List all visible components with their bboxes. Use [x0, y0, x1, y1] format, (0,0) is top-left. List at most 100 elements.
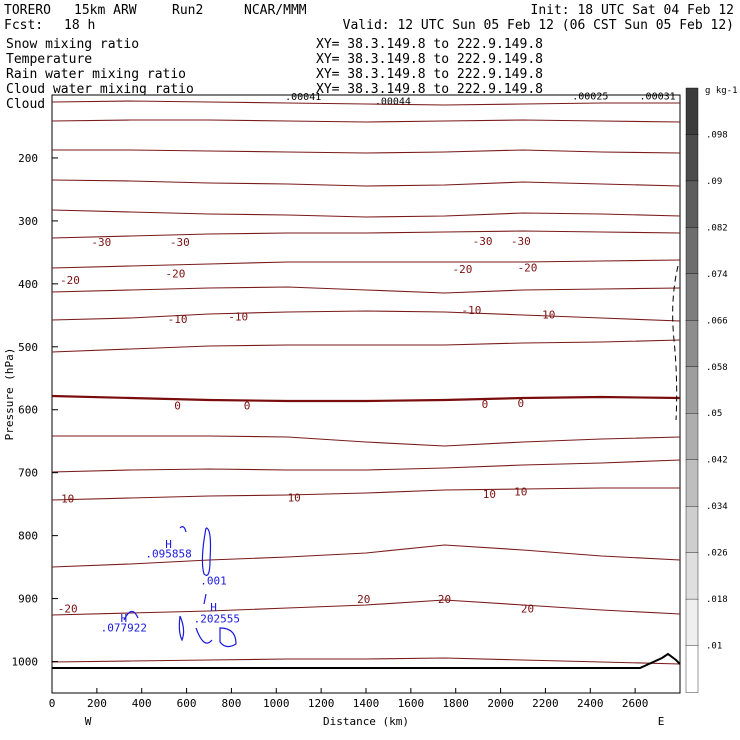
- x-tick-label: 600: [177, 697, 197, 710]
- field-label: Rain water mixing ratio: [6, 67, 186, 82]
- isotherm-label: -20: [165, 268, 185, 281]
- contour-labels: -30 -30 -30 -30 -20 -20 -20 -20 -10 -10 -10 -10 0 0 0 0…: [58, 91, 676, 634]
- x-axis-label: Distance (km): [323, 715, 409, 728]
- x-tick-label: 1600: [398, 697, 425, 710]
- isotherm-label: -20: [58, 602, 78, 615]
- colorbar-swatch: [685, 273, 699, 321]
- header-resolution: 15km ARW: [74, 3, 137, 18]
- header-fcst-value: 18 h: [64, 18, 95, 33]
- colorbar-swatch: [685, 598, 699, 647]
- figure-header: TORERO 15km ARW Run2 NCAR/MMM Init: 18 U…: [4, 3, 734, 33]
- cloud-maximum-label: H: [210, 601, 217, 614]
- isotherm-line: [51, 487, 680, 501]
- terrain-line: [52, 652, 681, 669]
- isotherm-line: [51, 394, 681, 403]
- header-model: TORERO: [4, 3, 51, 18]
- isotherm-label: -30: [473, 235, 493, 248]
- isotherm-label: -10: [535, 309, 555, 322]
- dashed-snow-contour: [672, 265, 679, 421]
- isotherm-line: [51, 544, 681, 568]
- x-tick-label: 1400: [353, 697, 380, 710]
- header-run: Run2: [172, 3, 203, 18]
- x-tick-label: 1000: [263, 697, 290, 710]
- field-label: Temperature: [6, 52, 92, 67]
- x-tick-label: 0: [49, 697, 56, 710]
- colorbar-swatch: [685, 645, 699, 693]
- colorbar-label: .074: [706, 270, 728, 280]
- header-center: NCAR/MMM: [244, 3, 307, 18]
- y-tick-label: 700: [18, 467, 38, 480]
- isotherm-line: [51, 310, 681, 322]
- colorbar-label: .066: [706, 316, 728, 326]
- isotherm-label: 20: [438, 593, 451, 606]
- isotherm-label: 10: [514, 485, 527, 498]
- snow-ratio-label: .00041: [285, 92, 321, 103]
- x-tick-label: 1800: [442, 697, 469, 710]
- isotherm-label: -10: [228, 310, 248, 323]
- field-xy-range: XY= 38.3.149.8 to 222.9.149.8: [316, 37, 543, 52]
- isotherm-label: -20: [60, 274, 80, 287]
- isotherm-line: [51, 259, 681, 269]
- y-tick-label: 1000: [12, 656, 39, 669]
- colorbar-swatch: [685, 227, 699, 275]
- colorbar-label: .098: [706, 131, 728, 141]
- cloud-maximum-label: H: [120, 612, 127, 625]
- y-tick-label: 200: [18, 152, 38, 165]
- x-end-east: E: [658, 715, 665, 728]
- isotherm-label: 0: [174, 400, 181, 413]
- isotherm-label: -20: [452, 263, 472, 276]
- header-valid: Valid: 12 UTC Sun 05 Feb 12 (06 CST Sun …: [343, 18, 734, 33]
- colorbar-swatch: [685, 366, 699, 414]
- colorbar-label: .018: [706, 595, 728, 605]
- isotherm-line: [51, 209, 681, 218]
- colorbar-swatch: [685, 506, 699, 554]
- field-label: Snow mixing ratio: [6, 37, 139, 52]
- colorbar-label: .058: [706, 363, 728, 373]
- cloud-water-contour: [195, 627, 213, 644]
- cloud-water-contour: [203, 593, 207, 605]
- isotherm-label: 20: [521, 602, 534, 615]
- y-tick-label: 800: [18, 530, 38, 543]
- field-label: Cloud water mixing ratio: [6, 82, 194, 97]
- isotherm-line: [51, 459, 681, 473]
- header-fcst-label: Fcst:: [4, 18, 43, 33]
- colorbar-label: .05: [706, 409, 722, 419]
- isotherm-label: -30: [170, 236, 190, 249]
- isotherm-label: -10: [168, 313, 188, 326]
- colorbar-label: .01: [706, 642, 722, 652]
- colorbar-label: .026: [706, 549, 728, 559]
- axes: 0 200 400 600 800 1000 1200 1400 1600 1800 2000 220…: [12, 152, 649, 710]
- cloud-water-contour: [178, 615, 185, 642]
- isotherm-label: 10: [61, 492, 74, 505]
- isotherm-label: 20: [357, 593, 370, 606]
- isotherm-line: [51, 286, 681, 294]
- x-tick-label: 2200: [532, 697, 559, 710]
- isotherm-label: -30: [511, 235, 531, 248]
- isotherm-label: 10: [483, 488, 496, 501]
- x-tick-label: 800: [221, 697, 241, 710]
- snow-ratio-label: .00031: [640, 91, 676, 102]
- isotherm-label: -10: [461, 304, 481, 317]
- x-tick-label: 1200: [308, 697, 335, 710]
- colorbar: .098 .09 .082 .074 .066 .058 .05 .042 .034 .026 .0…: [685, 87, 728, 693]
- isotherm-line: [51, 100, 680, 106]
- colorbar-units: g kg-1: [705, 86, 738, 96]
- x-tick-label: 2000: [487, 697, 514, 710]
- snow-ratio-label: .00025: [572, 91, 608, 102]
- isotherm-line: [51, 599, 681, 616]
- cloud-water-contour: [123, 610, 139, 621]
- field-xy-range: XY= 38.3.149.8 to 222.9.149.8: [316, 52, 543, 67]
- x-tick-label: 2600: [622, 697, 649, 710]
- colorbar-swatch: [685, 320, 699, 368]
- y-tick-label: 600: [18, 404, 38, 417]
- cloud-water-layer: [123, 526, 237, 648]
- y-tick-label: 500: [18, 341, 38, 354]
- cloud-water-contour: [179, 526, 187, 533]
- cloud-maximum-label: .077922: [101, 621, 147, 634]
- isotherm-label: 0: [244, 400, 251, 413]
- field-xy-range: XY= 38.3.149.8 to 222.9.149.8: [316, 67, 543, 82]
- y-axis-label: Pressure (hPa): [3, 348, 16, 441]
- colorbar-label: .09: [706, 177, 722, 187]
- cloud-maximum-label: .095858: [145, 548, 191, 561]
